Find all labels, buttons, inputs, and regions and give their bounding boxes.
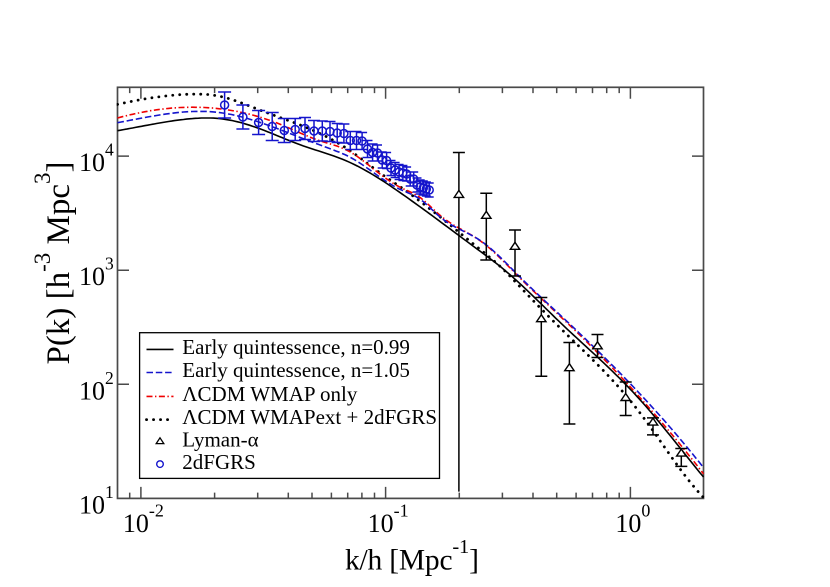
- svg-text:Lyman-α: Lyman-α: [182, 427, 258, 451]
- svg-text:2dFGRS: 2dFGRS: [182, 450, 256, 474]
- svg-text:Early quintessence, n=0.99: Early quintessence, n=0.99: [182, 335, 410, 359]
- svg-text:ΛCDM WMAP only: ΛCDM WMAP only: [182, 382, 358, 406]
- svg-text:Early quintessence, n=1.05: Early quintessence, n=1.05: [182, 358, 410, 382]
- svg-text:ΛCDM WMAPext + 2dFGRS: ΛCDM WMAPext + 2dFGRS: [182, 405, 437, 429]
